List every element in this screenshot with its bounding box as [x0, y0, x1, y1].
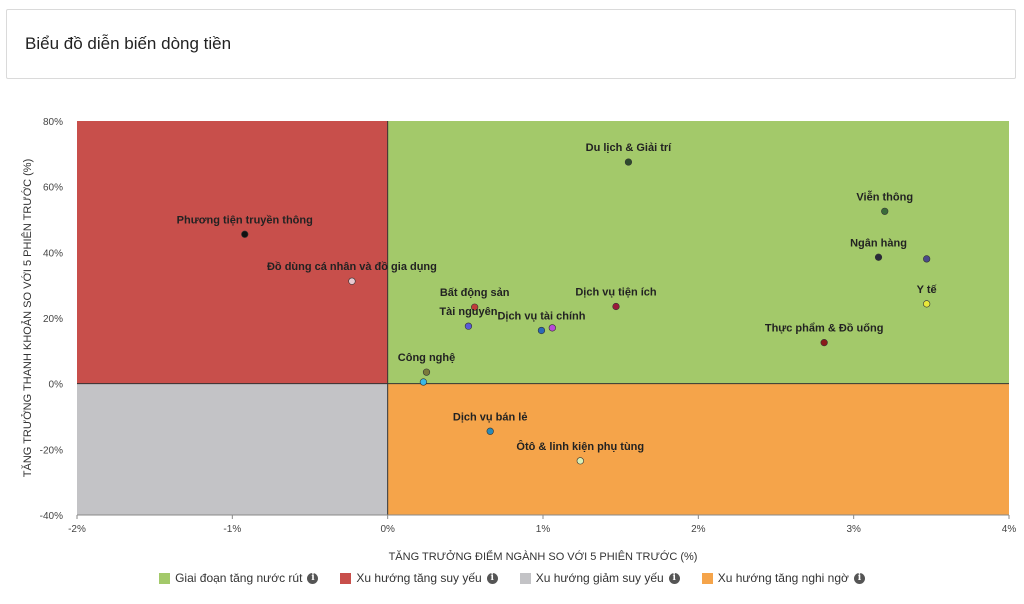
legend-item-weakening-uptrend[interactable]: Xu hướng tăng suy yếu i — [340, 571, 498, 585]
data-point[interactable] — [923, 255, 931, 263]
info-icon[interactable]: i — [307, 572, 319, 584]
legend-item-weakening-downtrend[interactable]: Xu hướng giảm suy yếu i — [519, 571, 680, 585]
legend-swatch — [519, 572, 531, 584]
data-point[interactable] — [881, 207, 889, 215]
x-tick-label: 4% — [1002, 524, 1017, 535]
data-point-label: Ngân hàng — [850, 237, 907, 249]
info-icon[interactable]: i — [486, 572, 498, 584]
y-axis-label: TĂNG TRƯỞNG THANH KHOẢN SO VỚI 5 PHIÊN T… — [21, 159, 34, 477]
data-point-label: Đồ dùng cá nhân và đồ gia dụng — [267, 261, 437, 273]
data-point-label: Dịch vụ tài chính — [497, 310, 585, 322]
quadrant-top-left — [77, 121, 388, 384]
legend-item-doubtful-uptrend[interactable]: Xu hướng tăng nghi ngờ i — [701, 571, 865, 585]
data-point-label: Bất động sản — [440, 287, 510, 299]
data-point[interactable] — [820, 339, 828, 347]
data-point[interactable] — [612, 302, 620, 311]
data-point-label: Ôtô & linh kiện phụ tùng — [516, 440, 644, 453]
y-axis-ticks: -40% -20% 0% 20% 40% 60% 80% — [40, 117, 63, 522]
data-point-label: Dịch vụ bán lẻ — [453, 411, 528, 423]
data-point-label: Thực phẩm & Đồ uống — [765, 323, 884, 335]
legend-label: Xu hướng tăng suy yếu — [356, 571, 482, 585]
x-tick-label: 2% — [691, 524, 706, 535]
data-point[interactable] — [464, 322, 473, 330]
x-axis-label: TĂNG TRƯỞNG ĐIỂM NGÀNH SO VỚI 5 PHIÊN TR… — [389, 550, 698, 563]
y-tick-label: 20% — [43, 314, 63, 325]
data-point-label: Y tế — [917, 284, 938, 296]
data-point[interactable] — [422, 368, 431, 376]
data-point-label: Du lịch & Giải trí — [586, 142, 673, 154]
legend-item-phase-sprint[interactable]: Giai đoạn tăng nước rút i — [159, 571, 319, 585]
data-point-label: Tài nguyên — [439, 306, 497, 318]
chart-title: Biểu đồ diễn biến dòng tiền — [25, 34, 232, 53]
legend-swatch — [701, 572, 713, 584]
data-point-label: Phương tiện truyền thông — [177, 214, 313, 226]
data-point-label: Viễn thông — [856, 190, 913, 203]
data-point[interactable] — [548, 324, 556, 332]
legend-label: Xu hướng tăng nghi ngờ — [717, 571, 849, 585]
quadrant-top-right — [387, 121, 1010, 384]
x-tick-label: 1% — [536, 524, 551, 535]
data-point[interactable] — [874, 253, 883, 261]
data-point-label: Dịch vụ tiện ích — [575, 287, 657, 299]
x-tick-label: 3% — [846, 524, 861, 535]
quadrant-bottom-left — [77, 383, 388, 515]
x-axis-ticks: -2% -1% 0% 1% 2% 3% 4% — [68, 515, 1016, 535]
legend-swatch — [340, 572, 352, 584]
data-point[interactable] — [419, 378, 427, 386]
info-icon[interactable]: i — [853, 572, 865, 584]
x-tick-label: -1% — [223, 524, 241, 535]
data-point[interactable] — [576, 457, 584, 465]
y-tick-label: 40% — [43, 248, 63, 259]
y-tick-label: -20% — [40, 445, 63, 456]
data-point-label: Công nghệ — [398, 352, 455, 364]
data-points: Du lịch & Giải trí Viễn thông Ngân hàng Y t… — [177, 142, 938, 465]
data-point[interactable] — [486, 427, 494, 435]
chart-header-card: Biểu đồ diễn biến dòng tiền — [6, 9, 1016, 79]
quadrant-bottom-right — [387, 383, 1010, 515]
y-tick-label: 80% — [43, 117, 63, 128]
quadrant-backgrounds — [77, 121, 1010, 515]
legend-label: Giai đoạn tăng nước rút — [175, 571, 303, 585]
data-point[interactable] — [537, 326, 546, 335]
y-tick-label: 60% — [43, 183, 63, 194]
x-tick-label: 0% — [380, 524, 395, 535]
legend-label: Xu hướng giảm suy yếu — [535, 571, 664, 585]
y-tick-label: 0% — [49, 380, 64, 391]
data-point[interactable] — [923, 300, 931, 308]
x-tick-label: -2% — [68, 524, 86, 535]
legend-swatch — [159, 572, 171, 584]
data-point[interactable] — [241, 230, 249, 238]
y-tick-label: -40% — [40, 511, 63, 522]
data-point[interactable] — [624, 158, 633, 166]
data-point[interactable] — [348, 277, 356, 285]
chart-legend: Giai đoạn tăng nước rút i Xu hướng tăng … — [0, 571, 1024, 585]
data-point[interactable] — [471, 303, 479, 311]
info-icon[interactable]: i — [668, 572, 680, 584]
